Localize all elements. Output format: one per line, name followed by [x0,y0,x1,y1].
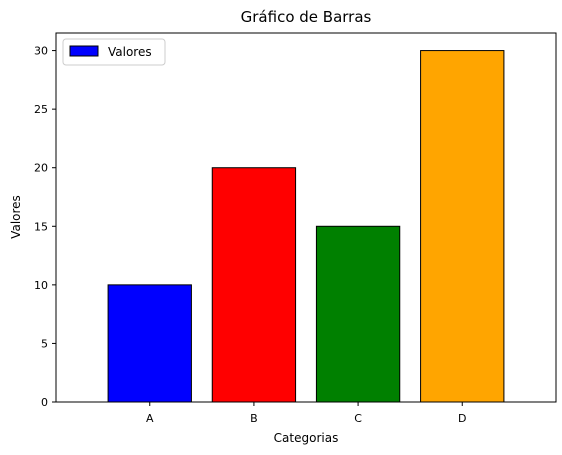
y-tick-label: 10 [34,279,48,292]
chart-title: Gráfico de Barras [241,8,372,26]
x-axis-label: Categorias [274,431,339,445]
x-axis-ticks: A B C D [146,402,466,425]
y-tick-label: 30 [34,45,48,58]
y-tick-label: 15 [34,220,48,233]
y-tick-label: 0 [41,396,48,409]
legend-swatch [69,45,99,57]
y-axis-label: Valores [9,195,23,239]
bar-b [211,167,297,403]
bar-d [420,50,505,403]
legend-label: Valores [108,45,152,59]
y-axis-ticks: 0 5 10 15 20 25 30 [34,45,56,409]
y-tick-label: 25 [34,103,48,116]
y-tick-label: 20 [34,162,48,175]
x-tick-label: C [354,412,362,425]
plot-frame [55,32,557,403]
bar-a [107,284,192,403]
x-tick-label: B [250,412,258,425]
x-tick-label: A [146,412,154,425]
legend: Valores [62,38,166,66]
y-tick-label: 5 [41,337,48,350]
x-tick-label: D [458,412,466,425]
bars-group [107,50,505,403]
bar-c [315,225,401,403]
